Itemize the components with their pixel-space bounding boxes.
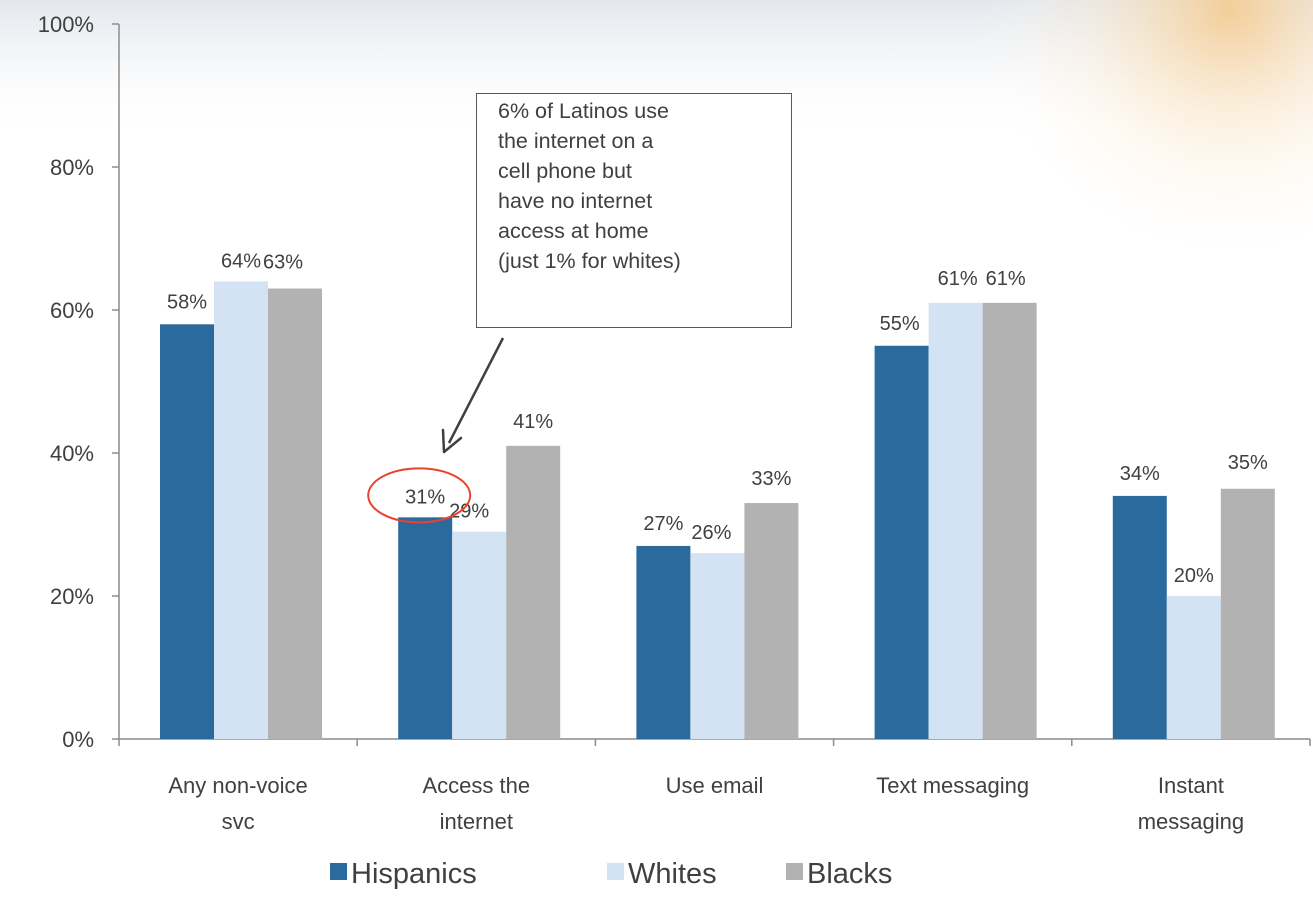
data-label: 27%	[643, 513, 683, 535]
category-label: Text messaging	[876, 773, 1029, 798]
data-label: 29%	[449, 501, 489, 523]
legend-label: Whites	[628, 858, 717, 890]
category-label: svc	[222, 809, 255, 834]
bar	[506, 445, 561, 739]
y-tick-label: 40%	[50, 441, 94, 466]
category-label: internet	[440, 809, 513, 834]
bar	[744, 503, 799, 739]
legend-label: Hispanics	[351, 858, 477, 890]
category-label: Instant	[1158, 773, 1224, 798]
legend-label: Blacks	[807, 858, 892, 890]
legend-swatch	[330, 863, 347, 880]
bar	[452, 531, 507, 739]
data-label: 55%	[880, 313, 920, 335]
bar	[268, 288, 322, 739]
bar	[928, 302, 983, 739]
bar	[160, 324, 214, 739]
category-label: Use email	[666, 773, 764, 798]
category-label: Any non-voice	[168, 773, 307, 798]
category-label: Access the	[422, 773, 530, 798]
legend-swatch	[607, 863, 624, 880]
bar	[982, 302, 1037, 739]
category-label: messaging	[1138, 809, 1244, 834]
data-label: 20%	[1174, 565, 1214, 587]
arrow-head-icon	[441, 428, 463, 454]
data-label: 33%	[751, 468, 791, 490]
data-label: 35%	[1228, 452, 1268, 474]
bar	[690, 553, 745, 739]
y-tick-label: 0%	[62, 727, 94, 752]
bar	[214, 281, 268, 739]
data-label: 61%	[938, 268, 978, 290]
plot-area: 0% 20% 40% 60% 80% 100% 58% 64% 63% Any non-voice…	[38, 12, 1311, 890]
data-label: 63%	[263, 252, 303, 274]
callout-arrow	[447, 337, 505, 444]
callout-text: 6% of Latinos use the internet on a cell…	[498, 99, 681, 273]
data-label: 41%	[513, 411, 553, 433]
data-label: 34%	[1120, 463, 1160, 485]
callout-box	[476, 93, 792, 328]
bar	[1112, 495, 1167, 739]
bar	[1220, 488, 1275, 739]
data-label: 31%	[405, 486, 445, 508]
bar	[1166, 596, 1221, 739]
y-tick-label: 100%	[38, 12, 94, 37]
bar	[636, 545, 691, 739]
data-label: 26%	[691, 522, 731, 544]
highlight-circle	[367, 467, 472, 524]
y-tick-label: 60%	[50, 298, 94, 323]
bar	[874, 345, 929, 739]
data-label: 64%	[221, 250, 261, 272]
data-label: 61%	[986, 268, 1026, 290]
data-label: 58%	[167, 291, 207, 313]
legend-swatch	[786, 863, 803, 880]
bar	[398, 517, 453, 739]
y-tick-label: 20%	[50, 584, 94, 609]
y-tick-label: 80%	[50, 155, 94, 180]
